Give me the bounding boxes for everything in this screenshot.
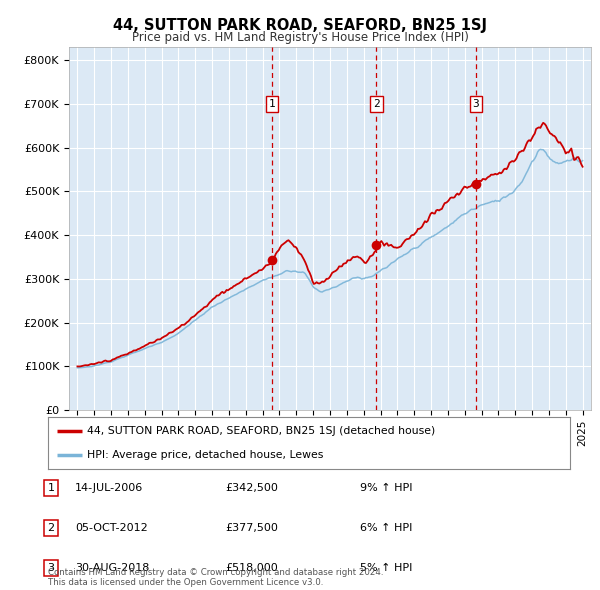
Text: £518,000: £518,000 [225, 563, 278, 573]
Text: £342,500: £342,500 [225, 483, 278, 493]
Text: 6% ↑ HPI: 6% ↑ HPI [360, 523, 412, 533]
Text: Price paid vs. HM Land Registry's House Price Index (HPI): Price paid vs. HM Land Registry's House … [131, 31, 469, 44]
Text: 1: 1 [268, 99, 275, 109]
Text: Contains HM Land Registry data © Crown copyright and database right 2024.
This d: Contains HM Land Registry data © Crown c… [48, 568, 383, 587]
Text: 30-AUG-2018: 30-AUG-2018 [75, 563, 149, 573]
Text: 44, SUTTON PARK ROAD, SEAFORD, BN25 1SJ (detached house): 44, SUTTON PARK ROAD, SEAFORD, BN25 1SJ … [87, 426, 436, 436]
Text: 44, SUTTON PARK ROAD, SEAFORD, BN25 1SJ: 44, SUTTON PARK ROAD, SEAFORD, BN25 1SJ [113, 18, 487, 32]
Text: 5% ↑ HPI: 5% ↑ HPI [360, 563, 412, 573]
Text: 2: 2 [47, 523, 55, 533]
Text: 05-OCT-2012: 05-OCT-2012 [75, 523, 148, 533]
Text: 3: 3 [472, 99, 479, 109]
Text: HPI: Average price, detached house, Lewes: HPI: Average price, detached house, Lewe… [87, 450, 323, 460]
Text: 3: 3 [47, 563, 55, 573]
Text: 9% ↑ HPI: 9% ↑ HPI [360, 483, 413, 493]
Text: £377,500: £377,500 [225, 523, 278, 533]
Text: 2: 2 [373, 99, 380, 109]
Text: 14-JUL-2006: 14-JUL-2006 [75, 483, 143, 493]
Text: 1: 1 [47, 483, 55, 493]
